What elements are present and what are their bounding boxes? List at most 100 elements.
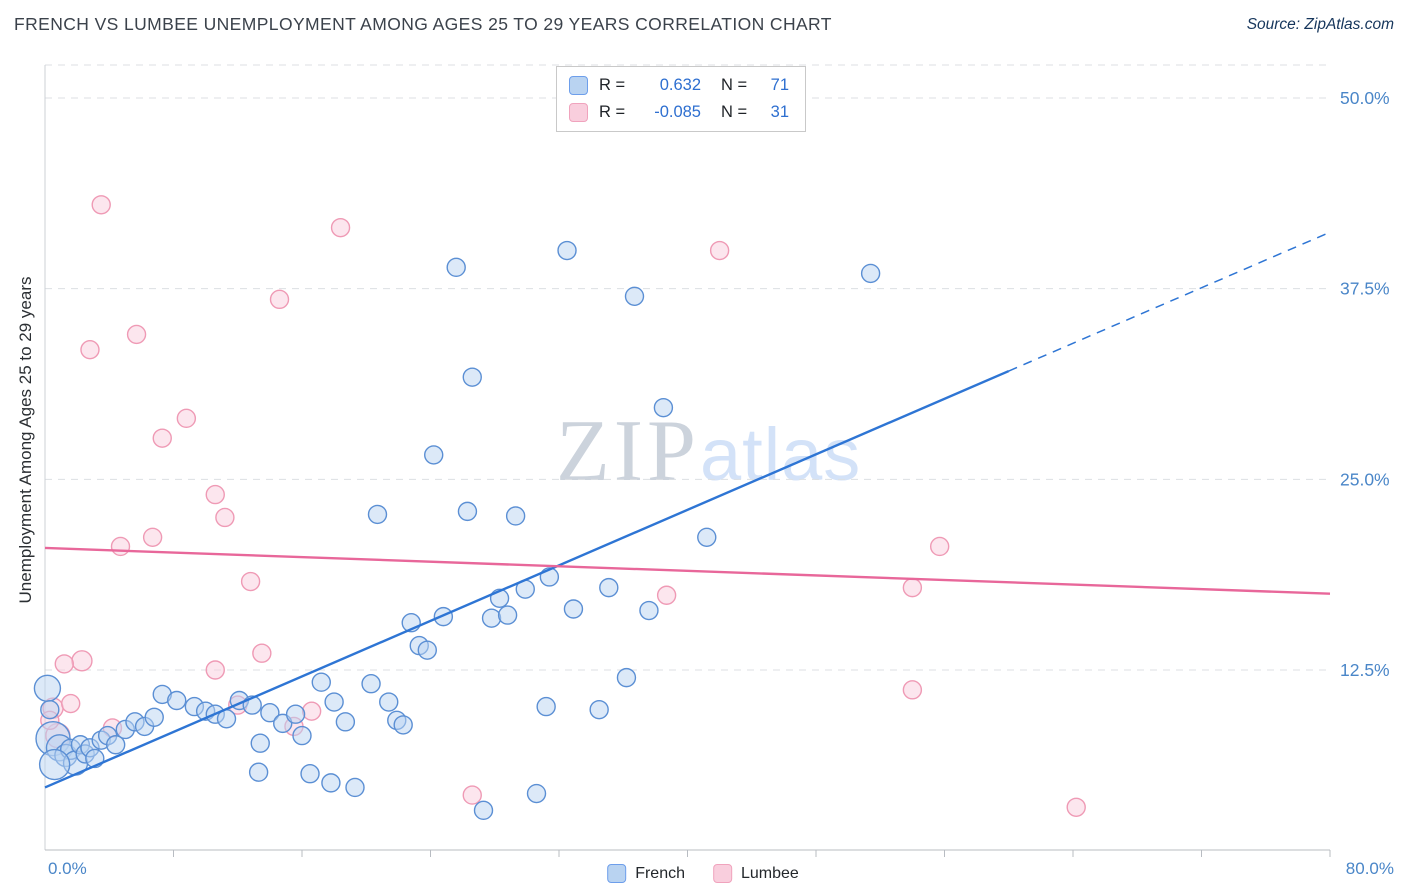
legend-row-french: R = 0.632 N = 71: [569, 76, 789, 95]
legend-item-french: French: [607, 864, 685, 883]
french-data-point: [260, 703, 280, 723]
french-trend-line-extrapolated: [1008, 231, 1331, 372]
french-data-point: [473, 800, 494, 821]
french-data-point: [653, 397, 674, 418]
lumbee-data-point: [205, 484, 225, 505]
y-tick-label: 12.5%: [1340, 660, 1390, 680]
french-data-point: [167, 690, 187, 711]
french-data-point: [424, 445, 444, 465]
french-data-point: [292, 725, 312, 746]
lumbee-data-point: [205, 660, 225, 680]
watermark-zip-text: ZIP: [556, 403, 700, 500]
french-data-point: [321, 773, 341, 793]
legend-label-french: French: [635, 864, 685, 882]
x-tick-label: 80.0%: [1346, 859, 1394, 878]
french-data-point: [563, 599, 584, 619]
legend-item-lumbee: Lumbee: [712, 864, 799, 883]
french-data-point: [639, 600, 659, 621]
french-data-point: [393, 715, 413, 735]
french-data-point: [40, 699, 60, 720]
lumbee-data-point: [902, 577, 923, 598]
french-trend-line: [44, 369, 1010, 789]
lumbee-data-point: [215, 507, 235, 528]
y-axis-label: Unemployment Among Ages 25 to 29 years: [16, 276, 35, 604]
french-data-point: [250, 733, 270, 753]
lumbee-data-point: [54, 654, 74, 674]
y-tick-label: 25.0%: [1340, 469, 1390, 489]
lumbee-data-point: [301, 701, 322, 721]
lumbee-trend-line: [44, 546, 1331, 595]
french-swatch-icon: [607, 864, 627, 883]
lumbee-data-point: [71, 650, 93, 672]
correlation-legend: R = 0.632 N = 71 R = -0.085 N = 31: [556, 66, 806, 132]
french-data-point: [526, 783, 547, 804]
french-data-point: [505, 506, 526, 526]
series-legend: French Lumbee: [607, 864, 799, 883]
french-data-point: [557, 240, 577, 261]
french-swatch-icon: [569, 76, 588, 95]
french-data-point: [248, 762, 269, 782]
french-data-point: [446, 257, 466, 278]
chart-title: FRENCH VS LUMBEE UNEMPLOYMENT AMONG AGES…: [14, 14, 832, 34]
french-data-point: [599, 577, 619, 598]
french-data-point: [462, 367, 482, 387]
french-data-point: [33, 674, 62, 703]
legend-row-lumbee: R = -0.085 N = 31: [569, 103, 789, 122]
french-data-point: [105, 735, 126, 755]
lumbee-data-point: [1066, 797, 1086, 817]
lumbee-data-point: [176, 408, 197, 429]
french-data-point: [589, 699, 609, 720]
lumbee-data-point: [142, 527, 163, 547]
lumbee-data-point: [462, 785, 482, 805]
x-tick-label: 0.0%: [48, 859, 87, 878]
lumbee-data-point: [330, 217, 351, 238]
lumbee-data-point: [60, 693, 81, 714]
lumbee-swatch-icon: [712, 864, 732, 883]
french-data-point: [361, 674, 381, 694]
r-value-lumbee: -0.085: [654, 103, 701, 121]
n-value-lumbee: 31: [770, 103, 789, 121]
french-data-point: [345, 777, 365, 798]
r-value-french: 0.632: [659, 76, 701, 94]
french-data-point: [324, 692, 344, 712]
lumbee-data-point: [656, 585, 677, 605]
french-data-point: [367, 504, 388, 525]
lumbee-data-point: [269, 289, 290, 310]
legend-label-lumbee: Lumbee: [740, 864, 799, 882]
lumbee-data-point: [902, 680, 923, 700]
french-data-point: [285, 704, 306, 724]
french-data-point: [616, 667, 637, 688]
n-value-french: 71: [770, 76, 789, 94]
lumbee-data-point: [152, 428, 172, 448]
lumbee-data-point: [709, 240, 730, 261]
lumbee-data-point: [110, 536, 131, 557]
n-label: N =: [721, 103, 748, 121]
lumbee-data-point: [240, 571, 261, 592]
french-data-point: [38, 748, 71, 781]
french-data-point: [417, 640, 437, 660]
french-data-point: [481, 608, 502, 628]
french-data-point: [457, 501, 478, 522]
french-data-point: [335, 712, 356, 732]
french-data-point: [536, 696, 556, 717]
french-data-point: [497, 605, 518, 625]
source-link[interactable]: Source: ZipAtlas.com: [1246, 16, 1394, 33]
lumbee-data-point: [252, 643, 272, 663]
french-data-point: [860, 263, 881, 284]
french-data-point: [697, 527, 717, 547]
lumbee-data-point: [80, 339, 100, 360]
lumbee-data-point: [91, 195, 111, 215]
zipatlas-watermark: ZIPatlas: [556, 408, 861, 496]
y-tick-label: 50.0%: [1340, 88, 1390, 108]
lumbee-data-point: [126, 324, 147, 345]
lumbee-swatch-icon: [569, 103, 588, 122]
y-tick-label: 37.5%: [1340, 279, 1390, 299]
french-data-point: [300, 764, 320, 784]
french-data-point: [311, 672, 331, 692]
french-data-point: [624, 286, 645, 307]
n-label: N =: [721, 76, 748, 94]
lumbee-data-point: [929, 536, 950, 557]
french-data-point: [144, 707, 164, 727]
